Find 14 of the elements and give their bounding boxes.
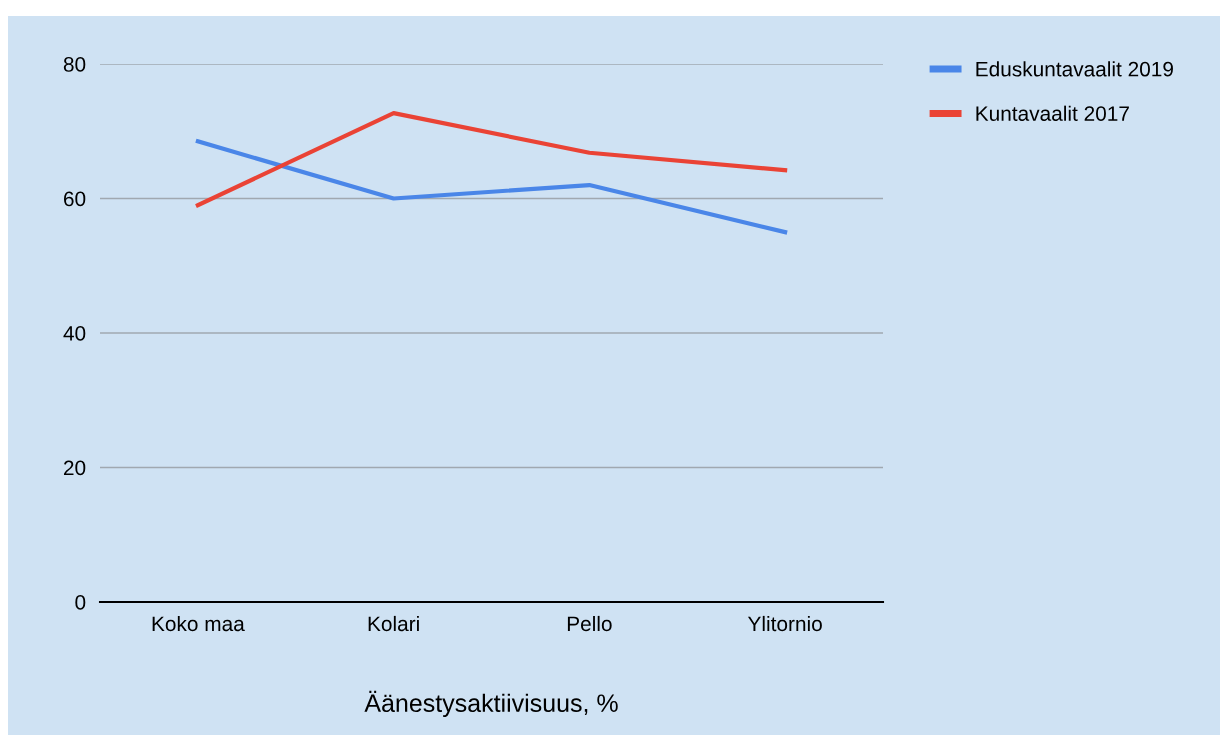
y-tick-label: 40 xyxy=(63,326,86,341)
line-series xyxy=(195,139,788,235)
legend-label: Eduskuntavaalit 2019 xyxy=(976,61,1173,77)
x-tick-label: Pello xyxy=(567,615,612,632)
x-tick-label: Ylitornio xyxy=(747,615,822,632)
y-tick-label: 60 xyxy=(64,191,86,207)
legend-label: Kuntavaalit 2017 xyxy=(976,105,1129,121)
x-tick-label: Koko maa xyxy=(152,615,245,632)
y-tick-label: 20 xyxy=(63,460,86,476)
y-tick-label: 0 xyxy=(75,595,86,610)
y-tick-label: 80 xyxy=(63,57,86,72)
x-tick-label: Kolari xyxy=(368,615,419,632)
line-series xyxy=(195,111,788,208)
x-axis-title: Äänestysaktiivisuus, % xyxy=(364,690,618,717)
